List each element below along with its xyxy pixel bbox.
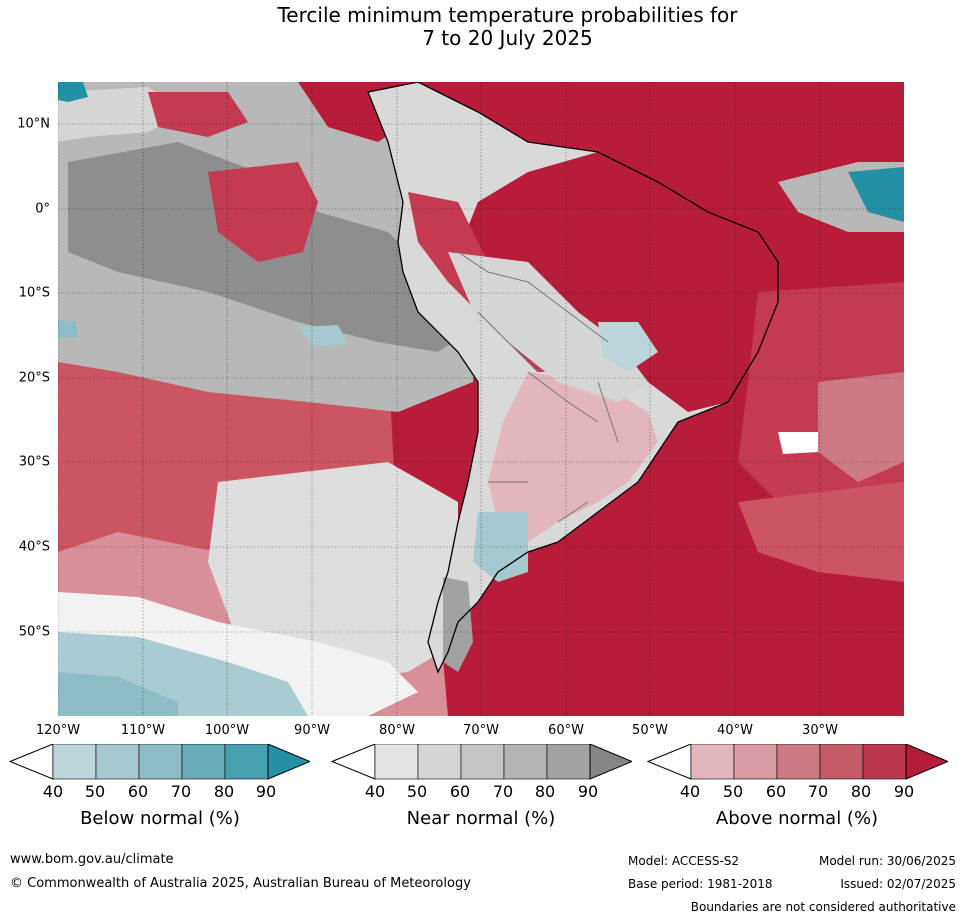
- south-pacific-below-normal-strong: [58, 672, 178, 716]
- lon-label-30w: 30°W: [802, 723, 838, 738]
- chart-title: Tercile minimum temperature probabilitie…: [0, 4, 965, 50]
- title-line-2: 7 to 20 July 2025: [422, 26, 593, 50]
- colorbar-swatch: [733, 744, 778, 780]
- below-normal-patch-w: [58, 320, 78, 338]
- near-tick-60: 60: [449, 782, 471, 801]
- above-tick-70: 70: [807, 782, 829, 801]
- footer-disclaimer: Boundaries are not considered authoritat…: [690, 900, 956, 914]
- near-tick-90: 90: [577, 782, 599, 801]
- lon-label-110w: 110°W: [120, 723, 166, 738]
- colorbar-min-extension: [331, 744, 376, 780]
- colorbar-below-normal: [9, 744, 310, 780]
- atlantic-above-normal-light: [818, 372, 904, 482]
- near-tick-80: 80: [534, 782, 556, 801]
- colorbar-below-normal-swatches: [9, 744, 310, 780]
- central-brazil-below-normal: [598, 322, 658, 372]
- colorbar-swatch: [224, 744, 269, 780]
- lat-label-10n: 10°N: [17, 116, 50, 132]
- colorbar-above-normal-swatches: [647, 744, 948, 780]
- below-tick-90: 90: [255, 782, 277, 801]
- lat-label-50s: 50°S: [18, 624, 50, 640]
- lat-label-10s: 10°S: [18, 285, 50, 301]
- colorbar-swatch: [503, 744, 548, 780]
- colorbar-swatch: [374, 744, 419, 780]
- above-normal-title: Above normal (%): [715, 808, 879, 829]
- colorbar-max-extension: [267, 744, 310, 780]
- colorbar-swatch: [95, 744, 140, 780]
- colorbar-swatch: [460, 744, 505, 780]
- below-normal-patch-c: [298, 325, 348, 347]
- coastline: [367, 82, 779, 674]
- atlantic-white-patch: [778, 432, 818, 454]
- lon-label-90w: 90°W: [294, 723, 330, 738]
- central-brazil-near-normal: [448, 252, 648, 402]
- atlantic-below-normal-strong: [848, 167, 904, 222]
- above-tick-60: 60: [765, 782, 787, 801]
- probability-map: [58, 82, 904, 716]
- near-tick-50: 50: [406, 782, 428, 801]
- colorbar-swatch: [776, 744, 821, 780]
- colorbar-swatch: [546, 744, 591, 780]
- above-tick-90: 90: [893, 782, 915, 801]
- south-atlantic-above-normal-light: [738, 482, 904, 582]
- colorbar-min-extension: [9, 744, 54, 780]
- above-tick-50: 50: [722, 782, 744, 801]
- colorbar-swatch: [181, 744, 226, 780]
- lon-label-70w: 70°W: [463, 723, 499, 738]
- south-pacific-near-normal: [208, 462, 458, 682]
- pacific-above-normal-patch-2: [148, 92, 248, 137]
- lon-label-60w: 60°W: [548, 723, 584, 738]
- below-normal-title: Below normal (%): [80, 808, 240, 829]
- lon-label-80w: 80°W: [379, 723, 415, 738]
- below-normal-patch-nw: [58, 82, 88, 102]
- footer-copyright: © Commonwealth of Australia 2025, Austra…: [10, 876, 471, 891]
- near-tick-70: 70: [492, 782, 514, 801]
- colorbar-swatch: [690, 744, 735, 780]
- colorbar-max-extension: [905, 744, 948, 780]
- central-sa-above-normal-light: [488, 372, 658, 542]
- footer-base-period: Base period: 1981-2018: [628, 877, 773, 891]
- lon-label-40w: 40°W: [717, 723, 753, 738]
- colorbar-swatch: [138, 744, 183, 780]
- below-tick-60: 60: [127, 782, 149, 801]
- lon-label-50w: 50°W: [632, 723, 668, 738]
- graticule: [58, 82, 904, 716]
- brazil-above-normal: [458, 152, 778, 412]
- lat-label-0: 0°: [35, 201, 50, 217]
- below-tick-80: 80: [213, 782, 235, 801]
- lat-label-40s: 40°S: [18, 539, 50, 555]
- lon-label-100w: 100°W: [204, 723, 250, 738]
- colorbar-swatch: [862, 744, 907, 780]
- colorbar-max-extension: [589, 744, 632, 780]
- footer-model: Model: ACCESS-S2: [628, 854, 740, 868]
- footer-model-run: Model run: 30/06/2025: [818, 854, 956, 868]
- pacific-above-normal-patch-1: [208, 162, 318, 262]
- lon-label-120w: 120°W: [35, 723, 81, 738]
- lat-label-30s: 30°S: [18, 454, 50, 470]
- colorbar-min-extension: [647, 744, 692, 780]
- below-tick-50: 50: [84, 782, 106, 801]
- footer-website: www.bom.gov.au/climate: [10, 852, 174, 867]
- footer-issued: Issued: 02/07/2025: [840, 877, 956, 891]
- near-normal-title: Near normal (%): [406, 808, 556, 829]
- colorbar-swatch: [417, 744, 462, 780]
- above-tick-80: 80: [850, 782, 872, 801]
- below-tick-40: 40: [42, 782, 64, 801]
- colorbar-swatch: [819, 744, 864, 780]
- colorbar-near-normal-swatches: [331, 744, 632, 780]
- colorbar-near-normal: [331, 744, 632, 780]
- colorbar-above-normal: [647, 744, 948, 780]
- country-borders: [457, 251, 619, 523]
- above-tick-40: 40: [679, 782, 701, 801]
- patagonia-near-normal: [443, 577, 473, 672]
- colorbar-swatch: [52, 744, 97, 780]
- title-line-1: Tercile minimum temperature probabilitie…: [277, 3, 738, 27]
- below-tick-70: 70: [170, 782, 192, 801]
- near-tick-40: 40: [364, 782, 386, 801]
- lat-label-20s: 20°S: [18, 370, 50, 386]
